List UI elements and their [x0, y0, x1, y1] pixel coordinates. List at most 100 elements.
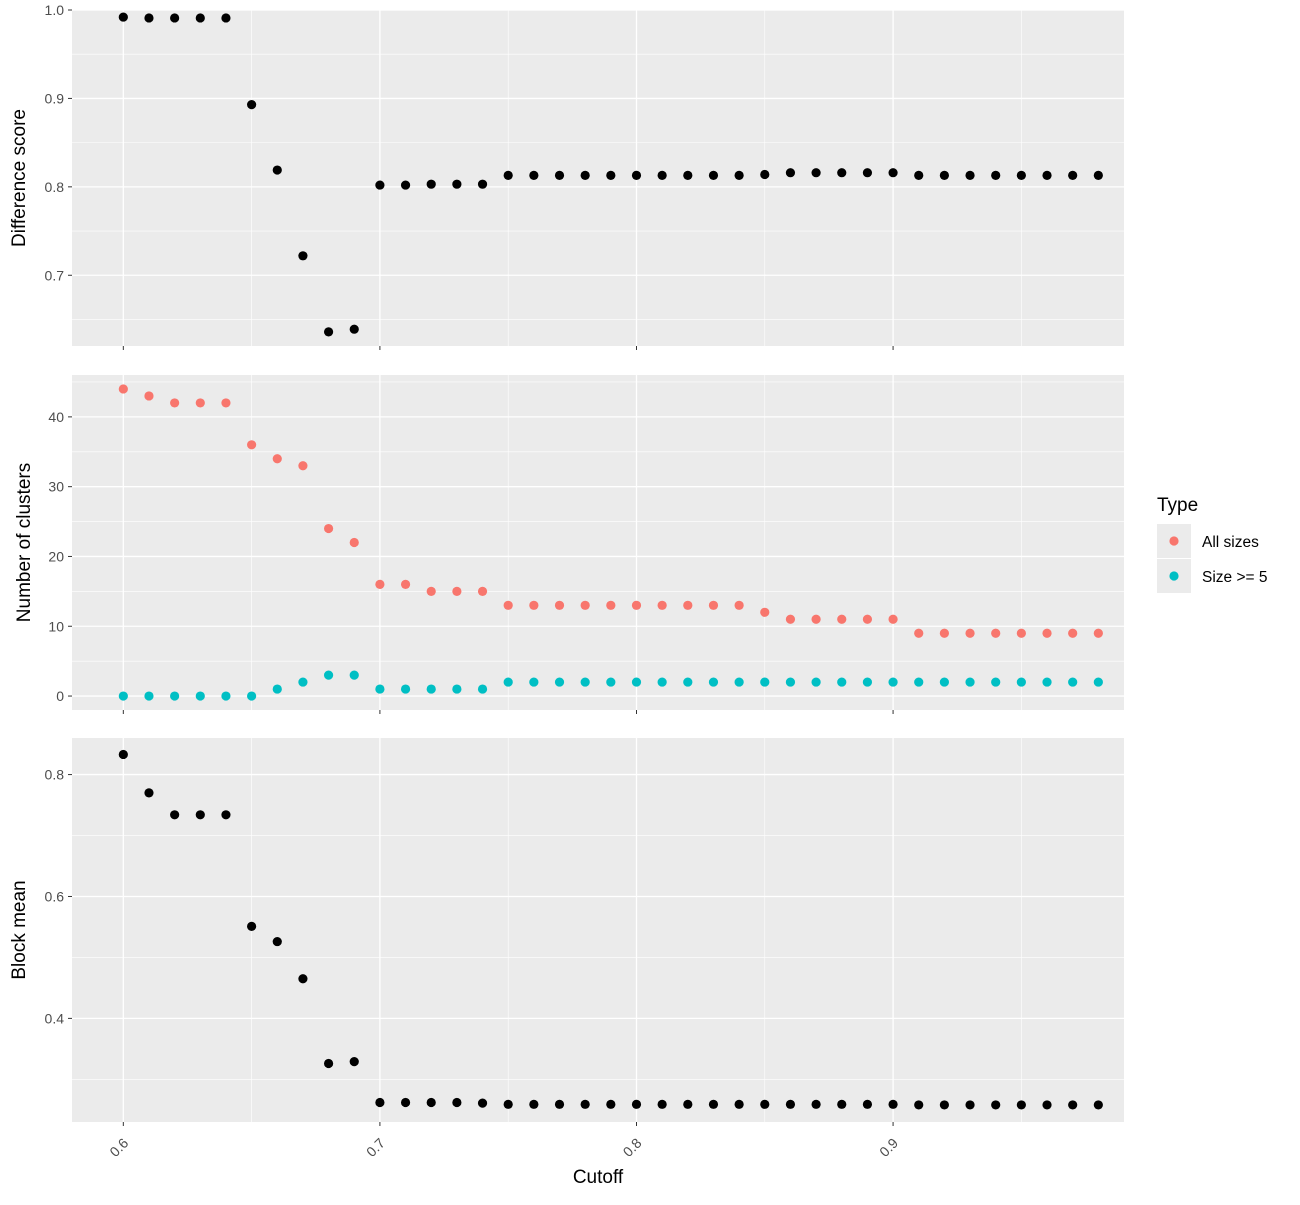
data-point [144, 391, 154, 401]
data-point [349, 537, 359, 548]
data-point [888, 168, 898, 178]
data-point [272, 165, 282, 175]
x-tick-label: 0.9 [876, 1135, 901, 1160]
data-point [477, 179, 488, 189]
data-point [118, 749, 128, 760]
data-point [298, 251, 308, 261]
data-point [554, 677, 565, 687]
data-point [837, 677, 847, 687]
data-point [144, 13, 154, 23]
data-point [426, 1097, 436, 1108]
data-point [426, 179, 436, 189]
y-tick-label: 30 [48, 479, 64, 495]
data-point [323, 1058, 334, 1069]
data-point [708, 170, 719, 180]
panel-background [72, 10, 1124, 346]
data-point [631, 600, 642, 610]
data-point [247, 100, 257, 110]
panel-2: 0 10 20 30 40 Number of clusters [14, 375, 1124, 714]
data-point [323, 327, 334, 337]
legend-label-size-ge-5: Size >= 5 [1202, 569, 1268, 586]
data-point [1068, 170, 1078, 180]
panel-3: 0.4 0.6 0.8 0.6 0.7 0.8 0.9 Block mean [9, 738, 1124, 1160]
data-point [195, 398, 205, 408]
data-point [1093, 628, 1103, 638]
data-point [914, 677, 924, 687]
data-point [144, 788, 154, 798]
data-point [734, 600, 744, 610]
data-point [657, 677, 667, 687]
data-point [298, 677, 308, 687]
data-point [683, 1099, 693, 1109]
data-point [375, 1097, 385, 1108]
data-point [1068, 1100, 1078, 1110]
data-point [837, 614, 847, 624]
legend-key-all-sizes [1169, 536, 1179, 546]
data-point [914, 1100, 924, 1110]
data-point [862, 614, 873, 624]
data-point [785, 1099, 796, 1109]
data-point [837, 168, 847, 178]
data-point [1016, 677, 1026, 687]
data-point [708, 1099, 719, 1109]
data-point [862, 677, 873, 687]
data-point [785, 677, 796, 687]
data-point [683, 170, 693, 180]
data-point [760, 607, 770, 617]
data-point [144, 691, 154, 701]
data-point [323, 670, 334, 680]
data-point [631, 677, 642, 687]
data-point [683, 600, 693, 610]
y-tick-label: 0.8 [45, 179, 65, 195]
data-point [1016, 170, 1026, 180]
data-point [888, 1099, 898, 1109]
series-size-5 [118, 670, 1103, 701]
data-point [554, 600, 565, 610]
y-tick-label: 20 [48, 548, 64, 564]
x-tick-label: 0.6 [106, 1135, 131, 1160]
data-point [657, 600, 667, 610]
data-point [477, 586, 488, 596]
y-tick-label: 0.4 [45, 1010, 65, 1026]
data-point [375, 579, 385, 589]
data-point [503, 600, 513, 610]
panel-background [72, 375, 1124, 710]
data-point [221, 398, 231, 408]
data-point [170, 13, 180, 23]
data-point [195, 810, 205, 820]
data-point [323, 523, 334, 534]
data-point [1042, 170, 1052, 180]
data-point [452, 586, 462, 596]
data-point [939, 677, 949, 687]
data-point [991, 170, 1001, 180]
data-point [785, 168, 796, 178]
data-point [477, 1098, 488, 1108]
data-point [606, 600, 616, 610]
data-point [785, 614, 796, 624]
y-tick-label: 40 [48, 409, 64, 425]
data-point [939, 170, 949, 180]
data-point [914, 628, 924, 638]
data-point [991, 1100, 1001, 1110]
data-point [914, 170, 924, 180]
data-point [888, 614, 898, 624]
data-point [554, 170, 565, 180]
data-point [1093, 170, 1103, 180]
data-point [272, 684, 282, 694]
data-point [272, 454, 282, 464]
data-point [349, 670, 359, 680]
data-point [1016, 628, 1026, 638]
data-point [1016, 1100, 1026, 1110]
data-point [375, 684, 385, 694]
data-point [529, 1099, 539, 1109]
data-point [734, 677, 744, 687]
y-axis-title: Block mean [9, 880, 30, 979]
data-point [247, 691, 257, 701]
data-point [760, 1099, 770, 1109]
series-points [118, 12, 1103, 337]
data-point [400, 1097, 411, 1108]
data-point [195, 691, 205, 701]
data-point [1042, 1100, 1052, 1110]
legend-label-all-sizes: All sizes [1202, 534, 1259, 551]
data-point [554, 1099, 565, 1109]
